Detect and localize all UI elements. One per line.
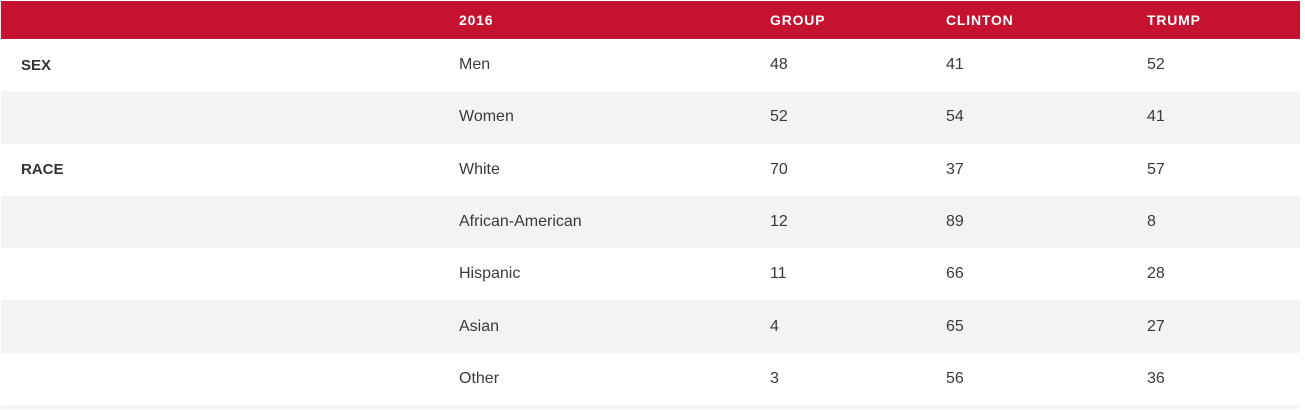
row-category: SEX <box>21 56 52 74</box>
row-trump-value: 28 <box>1147 265 1165 283</box>
row-trump-value: 8 <box>1147 213 1156 231</box>
table-row: Other 3 56 36 <box>1 352 1300 406</box>
table-row: RACE White 70 37 57 <box>1 143 1300 196</box>
row-clinton-value: 37 <box>946 160 964 178</box>
header-clinton: CLINTON <box>946 12 1014 28</box>
table-row: African-American 12 89 8 <box>1 195 1300 249</box>
row-label: Women <box>459 108 514 126</box>
header-year: 2016 <box>459 12 494 28</box>
header-trump: TRUMP <box>1147 12 1201 28</box>
row-category: RACE <box>21 161 64 179</box>
row-label: Men <box>459 56 491 74</box>
table-bottom-edge <box>1 405 1300 410</box>
row-clinton-value: 89 <box>946 213 964 231</box>
row-clinton-value: 66 <box>946 265 964 283</box>
table-row: Women 52 54 41 <box>1 91 1300 144</box>
table-row: Asian 4 65 27 <box>1 300 1300 353</box>
table-row: SEX Men 48 41 52 <box>1 39 1300 92</box>
row-trump-value: 36 <box>1147 369 1165 387</box>
row-label: Asian <box>459 317 500 335</box>
row-label: White <box>459 160 500 178</box>
row-label: Other <box>459 369 500 387</box>
row-trump-value: 27 <box>1147 317 1165 335</box>
row-group-value: 48 <box>770 56 788 74</box>
row-group-value: 11 <box>770 265 787 283</box>
row-group-value: 4 <box>770 317 779 335</box>
row-group-value: 12 <box>770 213 788 231</box>
row-group-value: 70 <box>770 160 788 178</box>
table-header-row: 2016 GROUP CLINTON TRUMP <box>1 1 1300 39</box>
row-clinton-value: 54 <box>946 108 964 126</box>
row-trump-value: 41 <box>1147 108 1165 126</box>
table-body: SEX Men 48 41 52 Women 52 54 41 RACE Whi… <box>1 39 1300 410</box>
row-label: Hispanic <box>459 265 521 283</box>
row-clinton-value: 41 <box>946 56 964 74</box>
table-row: Hispanic 11 66 28 <box>1 248 1300 301</box>
row-group-value: 52 <box>770 108 788 126</box>
row-clinton-value: 56 <box>946 369 964 387</box>
row-label: African-American <box>459 213 582 231</box>
row-clinton-value: 65 <box>946 317 964 335</box>
header-group: GROUP <box>770 12 826 28</box>
row-group-value: 3 <box>770 369 779 387</box>
row-trump-value: 52 <box>1147 56 1165 74</box>
row-trump-value: 57 <box>1147 160 1165 178</box>
